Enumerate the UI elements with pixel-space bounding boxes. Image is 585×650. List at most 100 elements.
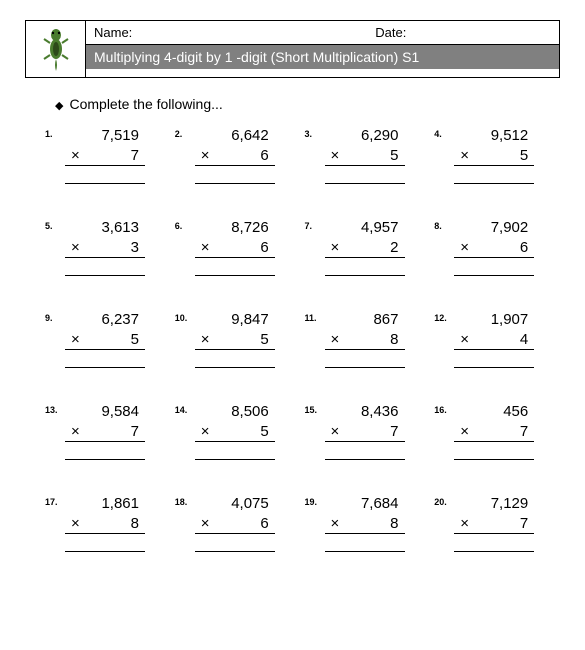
answer-line[interactable]	[195, 166, 275, 184]
multiplier-row: ×8	[325, 514, 405, 535]
operator: ×	[331, 514, 340, 534]
problem-number: 2.	[175, 126, 195, 139]
problem: 1.7,519×7	[45, 126, 161, 184]
problem-body: 1,861×8	[65, 494, 145, 552]
answer-line[interactable]	[325, 166, 405, 184]
multiplier-row: ×7	[454, 514, 534, 535]
multiplicand: 8,726	[195, 218, 275, 238]
multiplicand: 7,129	[454, 494, 534, 514]
problem: 16.456×7	[434, 402, 550, 460]
problem-number: 14.	[175, 402, 195, 415]
problem: 6.8,726×6	[175, 218, 291, 276]
multiplier: 4	[520, 330, 528, 350]
problem: 18.4,075×6	[175, 494, 291, 552]
problem: 10.9,847×5	[175, 310, 291, 368]
answer-line[interactable]	[325, 350, 405, 368]
answer-line[interactable]	[325, 534, 405, 552]
multiplier: 7	[520, 514, 528, 534]
multiplier-row: ×5	[454, 146, 534, 167]
problem-number: 15.	[305, 402, 325, 415]
problem: 13.9,584×7	[45, 402, 161, 460]
multiplier: 6	[260, 514, 268, 534]
multiplier-row: ×7	[65, 146, 145, 167]
operator: ×	[71, 146, 80, 166]
multiplier-row: ×8	[65, 514, 145, 535]
problem-body: 1,907×4	[454, 310, 534, 368]
answer-line[interactable]	[65, 534, 145, 552]
multiplier: 7	[131, 422, 139, 442]
worksheet-page: Name: Date: Multiplying 4-digit by 1 -di…	[0, 0, 585, 572]
multiplier: 5	[390, 146, 398, 166]
problem: 2.6,642×6	[175, 126, 291, 184]
multiplicand: 4,957	[325, 218, 405, 238]
date-field[interactable]: Date:	[375, 25, 551, 40]
operator: ×	[331, 146, 340, 166]
problem-number: 7.	[305, 218, 325, 231]
multiplier-row: ×6	[454, 238, 534, 259]
multiplier-row: ×7	[454, 422, 534, 443]
problem: 12.1,907×4	[434, 310, 550, 368]
answer-line[interactable]	[454, 258, 534, 276]
problem-body: 9,584×7	[65, 402, 145, 460]
problem: 7.4,957×2	[305, 218, 421, 276]
problem-body: 7,129×7	[454, 494, 534, 552]
multiplicand: 8,506	[195, 402, 275, 422]
answer-line[interactable]	[65, 350, 145, 368]
answer-line[interactable]	[65, 258, 145, 276]
header-fields: Name: Date:	[86, 21, 559, 45]
multiplier: 5	[131, 330, 139, 350]
lizard-icon	[40, 25, 72, 73]
problem-body: 7,684×8	[325, 494, 405, 552]
multiplicand: 7,519	[65, 126, 145, 146]
multiplier-row: ×2	[325, 238, 405, 259]
header-box: Name: Date: Multiplying 4-digit by 1 -di…	[25, 20, 560, 78]
multiplier: 6	[520, 238, 528, 258]
problem-body: 9,512×5	[454, 126, 534, 184]
answer-line[interactable]	[325, 442, 405, 460]
problem: 9.6,237×5	[45, 310, 161, 368]
answer-line[interactable]	[454, 534, 534, 552]
problem-body: 9,847×5	[195, 310, 275, 368]
operator: ×	[460, 514, 469, 534]
answer-line[interactable]	[195, 534, 275, 552]
multiplicand: 6,290	[325, 126, 405, 146]
operator: ×	[331, 238, 340, 258]
operator: ×	[331, 422, 340, 442]
problem-number: 13.	[45, 402, 65, 415]
answer-line[interactable]	[454, 442, 534, 460]
problem-number: 4.	[434, 126, 454, 139]
operator: ×	[460, 330, 469, 350]
multiplier: 5	[260, 422, 268, 442]
multiplier: 5	[260, 330, 268, 350]
answer-line[interactable]	[195, 442, 275, 460]
answer-line[interactable]	[195, 350, 275, 368]
problem: 14.8,506×5	[175, 402, 291, 460]
answer-line[interactable]	[65, 442, 145, 460]
multiplier: 7	[520, 422, 528, 442]
problem-body: 7,519×7	[65, 126, 145, 184]
multiplier-row: ×7	[325, 422, 405, 443]
multiplier-row: ×7	[65, 422, 145, 443]
name-field[interactable]: Name:	[94, 25, 375, 40]
answer-line[interactable]	[325, 258, 405, 276]
multiplier: 7	[390, 422, 398, 442]
problem-number: 17.	[45, 494, 65, 507]
multiplier-row: ×5	[195, 422, 275, 443]
multiplier-row: ×6	[195, 238, 275, 259]
operator: ×	[460, 422, 469, 442]
answer-line[interactable]	[454, 350, 534, 368]
problem-body: 8,726×6	[195, 218, 275, 276]
problem-number: 11.	[305, 310, 325, 323]
answer-line[interactable]	[454, 166, 534, 184]
multiplier: 5	[520, 146, 528, 166]
instruction: ◆Complete the following...	[55, 96, 560, 112]
multiplier: 2	[390, 238, 398, 258]
operator: ×	[460, 238, 469, 258]
problem-body: 8,506×5	[195, 402, 275, 460]
multiplicand: 6,237	[65, 310, 145, 330]
multiplier-row: ×4	[454, 330, 534, 351]
answer-line[interactable]	[195, 258, 275, 276]
multiplicand: 4,075	[195, 494, 275, 514]
problem: 4.9,512×5	[434, 126, 550, 184]
answer-line[interactable]	[65, 166, 145, 184]
